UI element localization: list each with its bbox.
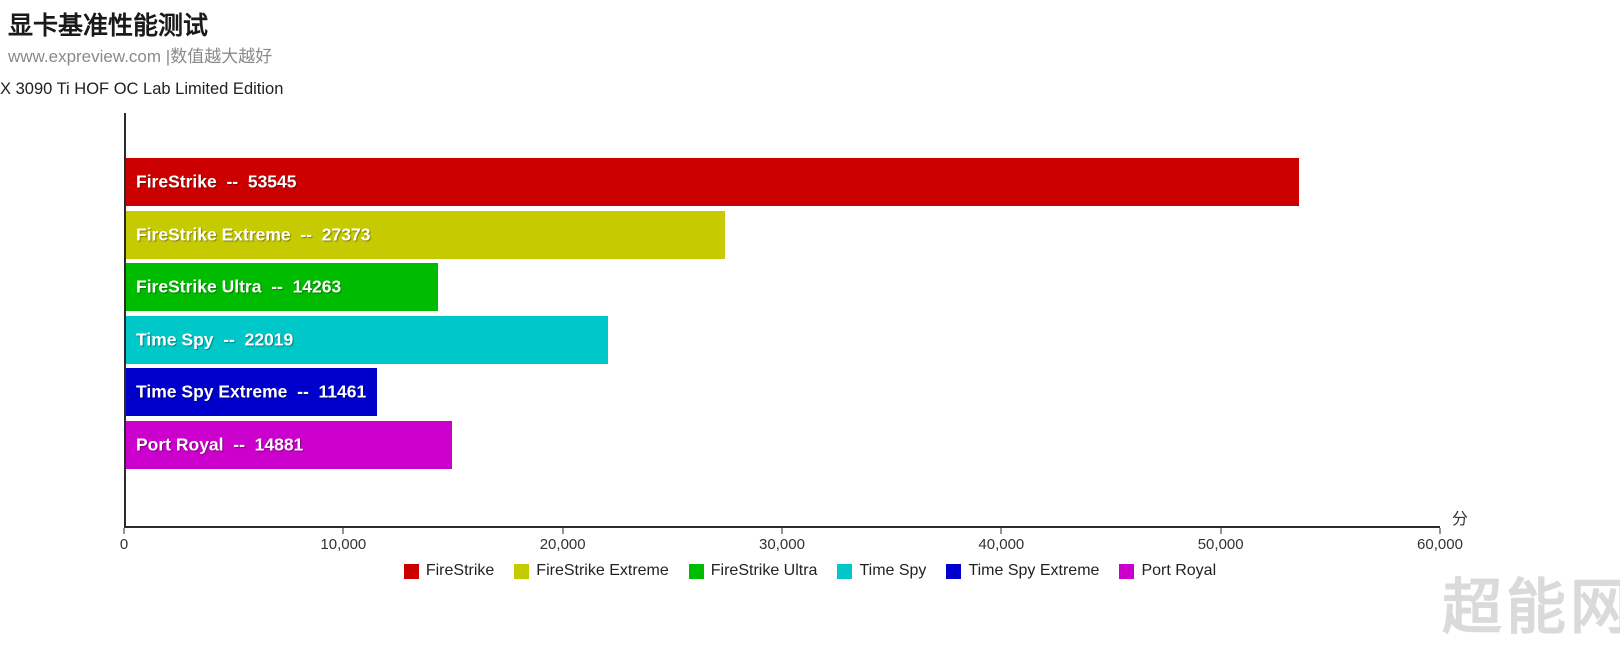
bar-value-label: Time Spy Extreme -- 11461 [136, 381, 367, 402]
bar-time-spy: Time Spy -- 22019 [126, 315, 609, 364]
legend-swatch [946, 563, 962, 579]
legend-label: Time Spy [859, 562, 927, 579]
legend-item-time-spy-extreme: Time Spy Extreme [946, 562, 1099, 580]
bar-firestrike: FireStrike -- 53545 [126, 158, 1299, 206]
bar-time-spy-extreme: Time Spy Extreme -- 11461 [126, 368, 377, 417]
x-axis-tick-label: 20,000 [539, 536, 586, 553]
legend-label: FireStrike Ultra [710, 562, 818, 579]
bar-value-label: Port Royal -- 14881 [136, 434, 304, 455]
legend-label: Port Royal [1141, 562, 1217, 579]
legend-label: FireStrike Extreme [536, 562, 669, 579]
x-axis-tick-label: 0 [119, 536, 129, 553]
legend-item-firestrike: FireStrike [403, 562, 495, 580]
x-axis-tick-label: 60,000 [1417, 536, 1463, 553]
legend-item-firestrike-ultra: FireStrike Ultra [688, 562, 818, 580]
x-axis-tick-label: 40,000 [978, 536, 1025, 553]
x-axis-tick-label: 30,000 [759, 536, 805, 553]
series-title: X 3090 Ti HOF OC Lab Limited Edition [0, 80, 284, 98]
watermark-logo: 超能网 [1442, 574, 1620, 641]
x-axis-tick [781, 528, 783, 534]
legend-swatch [688, 563, 704, 579]
legend-swatch [514, 563, 530, 579]
x-axis-tick [1439, 528, 1441, 534]
bar-firestrike-ultra: FireStrike Ultra -- 14263 [126, 263, 439, 312]
x-axis-tick [1220, 528, 1222, 534]
legend-swatch [1119, 563, 1135, 579]
x-axis-tick-label: 50,000 [1197, 536, 1244, 553]
x-axis-tick [1000, 528, 1002, 534]
legend-item-port-royal: Port Royal [1119, 562, 1216, 580]
legend: FireStrike FireStrike Extreme FireStrike U… [0, 562, 1620, 580]
bar-value-label: Time Spy -- 22019 [136, 329, 294, 350]
legend-item-firestrike-extreme: FireStrike Extreme [514, 562, 669, 580]
legend-label: FireStrike [425, 562, 495, 579]
legend-swatch [403, 563, 419, 579]
plot-area: FireStrike -- 53545 FireStrike Extreme --… [124, 113, 1440, 528]
page-subtitle: www.expreview.com |数值越大越好 [8, 47, 273, 66]
bar-value-label: FireStrike Extreme -- 27373 [136, 224, 371, 245]
x-axis-tick [342, 528, 344, 534]
x-axis-tick [123, 528, 125, 534]
bar-value-label: FireStrike -- 53545 [136, 171, 297, 192]
bar-port-royal: Port Royal -- 14881 [126, 421, 452, 469]
legend-swatch [837, 563, 853, 579]
x-axis: 0 10,000 20,000 30,000 40,000 50,000 60,000 [120, 528, 1463, 568]
x-axis-unit-label: 分 [1452, 511, 1469, 528]
legend-item-time-spy: Time Spy [837, 562, 926, 580]
x-axis-tick-label: 10,000 [320, 536, 367, 553]
bar-value-label: FireStrike Ultra -- 14263 [136, 276, 342, 297]
legend-label: Time Spy Extreme [968, 562, 1100, 579]
bar-firestrike-extreme: FireStrike Extreme -- 27373 [126, 210, 726, 259]
x-axis-tick [562, 528, 564, 534]
page-title: 显卡基准性能测试 [8, 12, 209, 40]
